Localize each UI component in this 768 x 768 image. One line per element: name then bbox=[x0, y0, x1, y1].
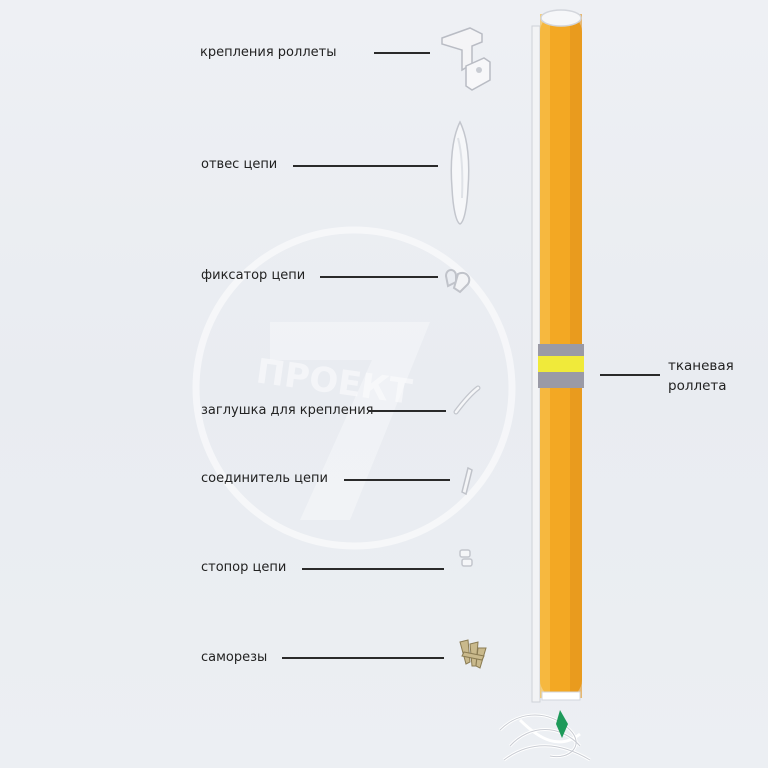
mount-bracket-icon bbox=[441, 27, 491, 91]
leader-line-mount-cap bbox=[368, 410, 446, 412]
fabric-roller-blind bbox=[531, 9, 584, 703]
label-screws: саморезы bbox=[201, 650, 268, 665]
label-chain-weight: отвес цепи bbox=[201, 157, 278, 172]
leader-line-chain-connector bbox=[344, 479, 450, 481]
label-chain-stopper: стопор цепи bbox=[201, 560, 287, 575]
label-fabric-roller-line1: тканевая bbox=[668, 358, 734, 374]
chain-weight-icon bbox=[450, 120, 470, 225]
leader-line-chain-stopper bbox=[302, 568, 444, 570]
leader-line-fabric-roller bbox=[600, 374, 660, 376]
leader-line-chain-weight bbox=[293, 165, 438, 167]
chain-stopper-icon bbox=[459, 549, 473, 567]
label-fabric-roller: тканевая роллета bbox=[668, 356, 734, 396]
label-chain-lock: фиксатор цепи bbox=[201, 268, 306, 283]
leader-line-screws bbox=[282, 657, 444, 659]
label-chain-connector: соединитель цепи bbox=[201, 471, 328, 486]
leader-line-chain-lock bbox=[320, 276, 438, 278]
chain-connector-icon bbox=[461, 466, 473, 496]
screws-icon bbox=[459, 639, 487, 669]
chain-lock-icon bbox=[444, 269, 471, 294]
label-mount-cap: заглушка для крепления bbox=[201, 403, 374, 418]
label-fabric-roller-line2: роллета bbox=[668, 378, 727, 394]
mount-cap-icon bbox=[453, 385, 481, 415]
leader-line-mounts bbox=[374, 52, 430, 54]
label-mounts: крепления роллеты bbox=[200, 45, 337, 60]
pull-cord bbox=[498, 710, 591, 762]
